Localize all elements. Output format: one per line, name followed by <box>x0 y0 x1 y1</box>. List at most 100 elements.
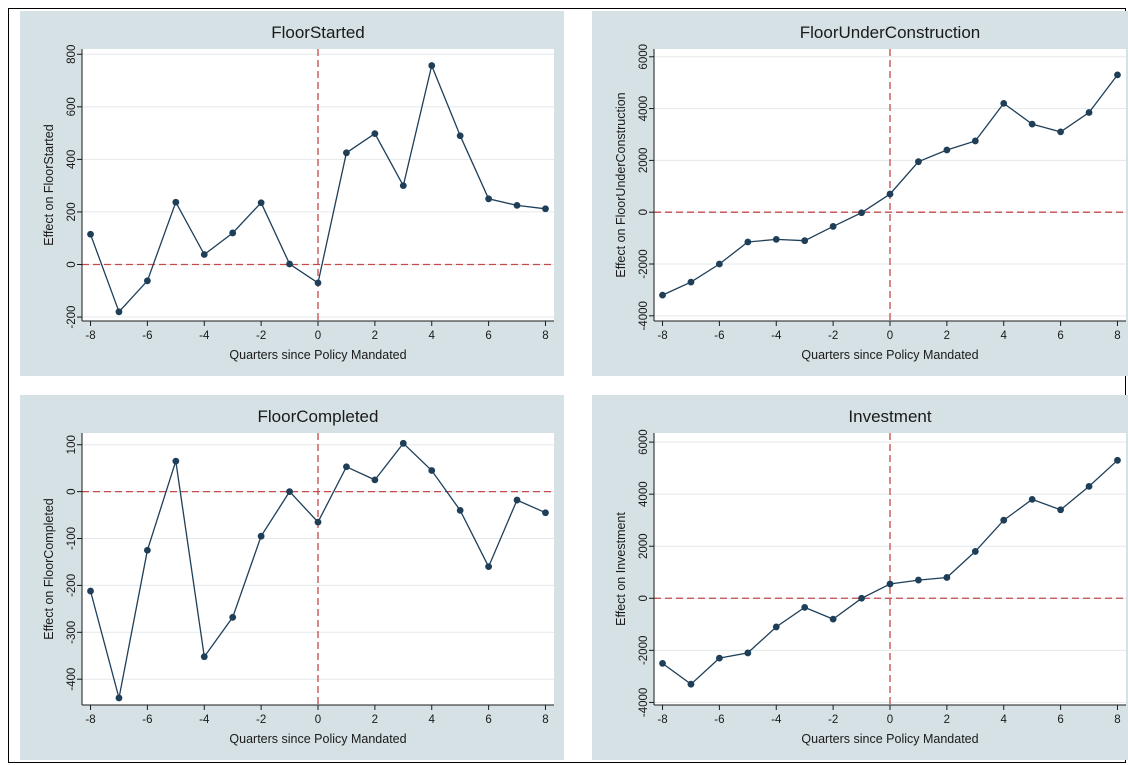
data-point <box>143 277 151 285</box>
data-point <box>1000 516 1008 524</box>
data-point <box>485 195 493 203</box>
y-tick-label: -2000 <box>638 249 650 278</box>
data-point <box>915 576 922 584</box>
data-point <box>371 130 379 138</box>
y-axis-label: Effect on FloorStarted <box>42 124 56 245</box>
data-point <box>1085 109 1093 116</box>
reference-lines <box>654 49 1126 321</box>
y-tick-label: 400 <box>66 150 78 169</box>
x-tick-label: 6 <box>485 714 491 726</box>
x-tick-label: -4 <box>771 714 782 726</box>
y-tick-label: 0 <box>66 261 78 267</box>
data-point <box>513 201 521 209</box>
data-series <box>87 439 549 702</box>
y-tick-label: 2000 <box>638 148 650 174</box>
data-point <box>1057 128 1065 136</box>
data-point <box>343 149 350 157</box>
data-point <box>456 132 464 140</box>
y-tick-label: 6000 <box>638 44 650 70</box>
x-tick-label: -6 <box>714 330 724 342</box>
chart-panel-floor-completed: -8 -6 -4 -2 0 2 4 6 8 -400 -300 -200 -100 0 100 FloorC… <box>20 395 564 760</box>
x-axis-label: Quarters since Policy Mandated <box>229 732 406 746</box>
data-point <box>744 238 752 246</box>
data-point <box>1114 71 1121 79</box>
x-tick-label: 6 <box>1057 330 1063 342</box>
data-point <box>1028 120 1036 128</box>
axes: -8 -6 -4 -2 0 2 4 6 8 -400 -300 -200 -100 0 100 <box>66 433 554 726</box>
data-point <box>1085 482 1093 490</box>
data-point <box>229 229 237 237</box>
chart-title: FloorStarted <box>271 23 365 42</box>
chart-title: FloorCompleted <box>258 407 379 426</box>
x-tick-label: -4 <box>199 714 210 726</box>
x-tick-label: 4 <box>1001 714 1008 726</box>
y-tick-label: -4000 <box>638 301 650 330</box>
data-point <box>314 279 322 287</box>
x-tick-label: 6 <box>1057 714 1063 726</box>
y-tick-label: -4000 <box>638 688 650 717</box>
x-tick-label: 0 <box>887 330 893 342</box>
x-tick-label: 4 <box>1001 330 1008 342</box>
data-point <box>115 308 123 316</box>
x-tick-label: -2 <box>256 714 266 726</box>
y-tick-label: 0 <box>66 488 78 494</box>
chart-floor-started: -8 -6 -4 -2 0 2 4 6 8 -200 0 200 400 600 800 FloorStar… <box>42 23 554 362</box>
chart-investment: -8 -6 -4 -2 0 2 4 6 8 -4000 -2000 0 2000 4000 6000 Inv… <box>614 407 1126 746</box>
data-point <box>943 146 951 154</box>
reference-lines <box>82 433 554 705</box>
data-point <box>456 506 464 514</box>
x-tick-label: -2 <box>256 330 266 342</box>
y-tick-label: 6000 <box>638 429 650 455</box>
data-series <box>87 62 549 316</box>
data-point <box>858 594 865 602</box>
data-point <box>542 205 549 213</box>
data-point <box>1000 100 1008 107</box>
x-tick-label: -4 <box>771 330 782 342</box>
chart-title: FloorUnderConstruction <box>800 23 980 42</box>
data-point <box>485 563 493 571</box>
x-tick-label: -2 <box>828 714 838 726</box>
y-tick-label: 0 <box>638 209 650 215</box>
x-tick-label: -6 <box>142 714 152 726</box>
y-tick-label: -100 <box>66 527 78 550</box>
x-tick-label: 8 <box>1114 714 1120 726</box>
data-point <box>801 603 809 611</box>
data-point <box>513 496 521 504</box>
data-point <box>1114 456 1121 464</box>
data-point <box>399 439 407 447</box>
data-point <box>858 209 865 217</box>
data-point <box>1028 495 1036 503</box>
data-point <box>428 62 436 69</box>
x-tick-label: -4 <box>199 330 210 342</box>
x-axis-label: Quarters since Policy Mandated <box>801 348 978 362</box>
x-tick-label: 0 <box>887 714 893 726</box>
x-tick-label: 2 <box>372 714 378 726</box>
figure-frame: -8 -6 -4 -2 0 2 4 6 8 -200 0 200 400 600 800 FloorStar… <box>8 8 1128 763</box>
x-tick-label: 2 <box>372 330 378 342</box>
data-point <box>687 680 695 688</box>
y-tick-label: 4000 <box>638 96 650 122</box>
chart-title: Investment <box>848 407 931 426</box>
x-tick-label: 8 <box>542 714 548 726</box>
data-point <box>715 260 723 268</box>
data-point <box>772 623 780 631</box>
data-point <box>286 260 293 268</box>
data-point <box>257 532 265 540</box>
axes: -8 -6 -4 -2 0 2 4 6 8 -4000 -2000 0 2000 4000 6000 <box>638 429 1126 726</box>
chart-floor-completed: -8 -6 -4 -2 0 2 4 6 8 -400 -300 -200 -100 0 100 FloorC… <box>42 407 554 746</box>
data-point <box>943 574 951 581</box>
chart-panel-investment: -8 -6 -4 -2 0 2 4 6 8 -4000 -2000 0 2000 4000 6000 Inv… <box>592 395 1128 760</box>
data-point <box>172 198 180 206</box>
y-tick-label: -200 <box>66 574 78 597</box>
x-tick-label: 0 <box>315 714 321 726</box>
data-point <box>772 236 780 243</box>
axes: -8 -6 -4 -2 0 2 4 6 8 -200 0 200 400 600 800 <box>66 45 554 342</box>
data-point <box>87 230 94 238</box>
y-tick-label: -300 <box>66 621 78 644</box>
data-point <box>229 613 237 621</box>
y-tick-label: 2000 <box>638 533 650 559</box>
data-point <box>886 190 894 198</box>
x-tick-label: -8 <box>657 330 667 342</box>
y-tick-label: 200 <box>66 202 78 221</box>
x-tick-label: 2 <box>944 330 950 342</box>
